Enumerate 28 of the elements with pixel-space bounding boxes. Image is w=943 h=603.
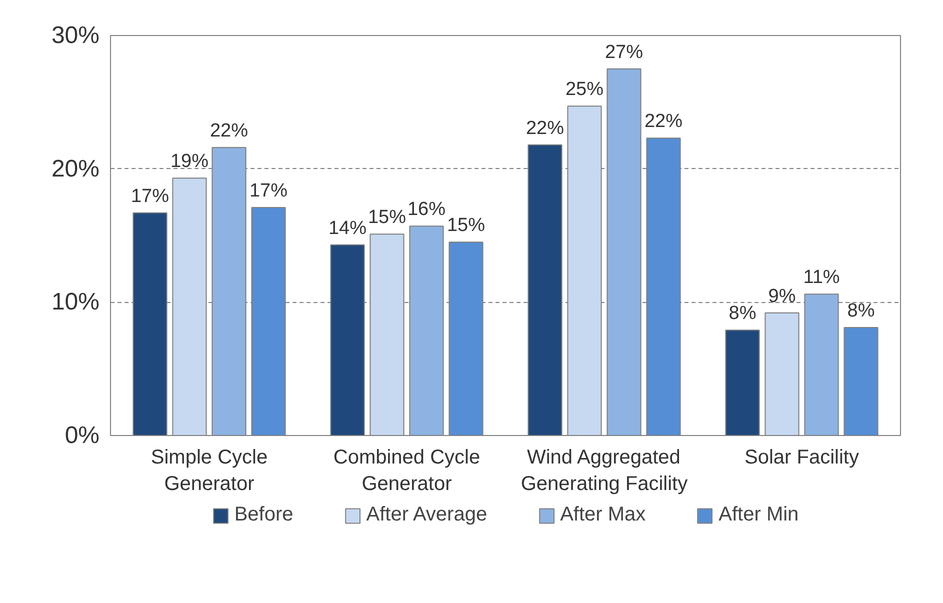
data-label: 17% — [249, 180, 288, 202]
data-label: 22% — [210, 120, 248, 142]
legend-label: After Average — [366, 504, 488, 526]
y-tick-label: 0% — [64, 422, 100, 449]
data-label: 16% — [407, 199, 446, 220]
y-tick-label: 30% — [51, 22, 100, 49]
data-label: 8% — [847, 300, 875, 322]
data-label: 19% — [170, 151, 209, 172]
data-label: 27% — [604, 42, 644, 63]
data-label: 8% — [728, 303, 756, 324]
data-label: 17% — [130, 186, 170, 207]
x-tick-label: Combined Cycle Generator — [333, 446, 480, 495]
data-label: 9% — [768, 286, 796, 307]
data-label: 14% — [328, 218, 367, 239]
x-tick-label: Wind Aggregated Generating Facility — [520, 446, 688, 495]
x-tick-label: Solar Facility — [744, 446, 859, 468]
data-label: 22% — [644, 111, 683, 132]
y-tick-label: 10% — [51, 288, 100, 316]
y-tick-label: 20% — [51, 155, 100, 182]
data-label: 15% — [446, 215, 486, 236]
x-tick-label: Simple Cycle Generator — [150, 446, 268, 495]
data-label: 11% — [803, 267, 840, 288]
legend-label: After Max — [560, 504, 646, 526]
data-label: 15% — [368, 207, 406, 228]
data-label: 22% — [526, 118, 564, 139]
legend-label: After Min — [718, 504, 799, 526]
data-label: 25% — [565, 79, 604, 100]
legend-label: Before — [234, 504, 294, 526]
